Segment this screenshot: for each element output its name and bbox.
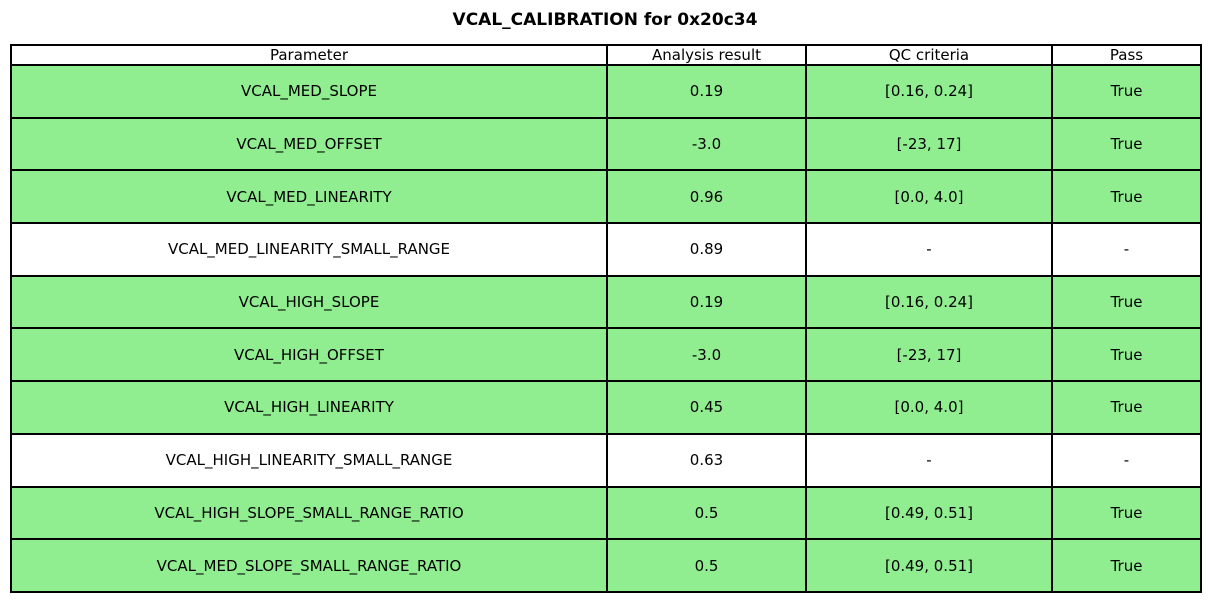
qc-criteria-cell: [-23, 17]	[805, 116, 1053, 172]
result-cell: 0.19	[606, 274, 807, 330]
pass-cell: True	[1051, 116, 1202, 172]
result-cell: 0.45	[606, 380, 807, 435]
pass-cell: True	[1051, 538, 1202, 593]
parameter-cell: VCAL_HIGH_OFFSET	[10, 327, 608, 383]
table-row: VCAL_MED_SLOPE 0.19 [0.16, 0.24] True	[10, 64, 1202, 119]
header-row: Parameter Analysis result QC criteria Pa…	[10, 44, 1202, 66]
qc-criteria-cell: [0.0, 4.0]	[805, 380, 1053, 435]
qc-criteria-cell: [0.49, 0.51]	[805, 485, 1053, 541]
pass-cell: -	[1051, 222, 1202, 277]
table-row: VCAL_HIGH_LINEARITY 0.45 [0.0, 4.0] True	[10, 380, 1202, 435]
parameter-cell: VCAL_HIGH_LINEARITY_SMALL_RANGE	[10, 432, 608, 488]
qc-criteria-cell: -	[805, 222, 1053, 277]
table-row: VCAL_HIGH_SLOPE_SMALL_RANGE_RATIO 0.5 [0.4…	[10, 485, 1202, 541]
table-row: VCAL_MED_OFFSET -3.0 [-23, 17] True	[10, 116, 1202, 172]
pass-cell: True	[1051, 169, 1202, 225]
header-cell-analysis-result: Analysis result	[606, 44, 807, 66]
pass-cell: True	[1051, 485, 1202, 541]
header-cell-parameter: Parameter	[10, 44, 608, 66]
table-row: VCAL_HIGH_OFFSET -3.0 [-23, 17] True	[10, 327, 1202, 383]
table-row: VCAL_MED_LINEARITY_SMALL_RANGE 0.89- -	[10, 222, 1202, 277]
qc-criteria-cell: [0.16, 0.24]	[805, 274, 1053, 330]
table-row: VCAL_HIGH_LINEARITY_SMALL_RANGE 0.63- -	[10, 432, 1202, 488]
qc-criteria-cell: [0.0, 4.0]	[805, 169, 1053, 225]
pass-cell: True	[1051, 327, 1202, 383]
result-cell: -3.0	[606, 116, 807, 172]
result-cell: 0.96	[606, 169, 807, 225]
pass-cell: True	[1051, 380, 1202, 435]
qc-criteria-cell: [-23, 17]	[805, 327, 1053, 383]
parameter-cell: VCAL_MED_LINEARITY	[10, 169, 608, 225]
parameter-cell: VCAL_MED_SLOPE_SMALL_RANGE_RATIO	[10, 538, 608, 593]
page-title: VCAL_CALIBRATION for 0x20c34	[452, 10, 758, 30]
parameter-cell: VCAL_HIGH_SLOPE_SMALL_RANGE_RATIO	[10, 485, 608, 541]
table-row: VCAL_HIGH_SLOPE 0.19 [0.16, 0.24] True	[10, 274, 1202, 330]
qc-criteria-cell: [0.16, 0.24]	[805, 64, 1053, 119]
header-cell-pass: Pass	[1051, 44, 1202, 66]
table-row: VCAL_MED_SLOPE_SMALL_RANGE_RATIO 0.5 [0.49…	[10, 538, 1202, 593]
result-cell: 0.5	[606, 485, 807, 541]
result-cell: 0.89	[606, 222, 807, 277]
header-cell-qc-criteria: QC criteria	[805, 44, 1053, 66]
results-table: Parameter Analysis result QC criteria Pa…	[10, 44, 1202, 593]
result-cell: 0.5	[606, 538, 807, 593]
qc-criteria-cell: -	[805, 432, 1053, 488]
results-table-body: VCAL_MED_SLOPE 0.19 [0.16, 0.24] True VCAL_M…	[10, 64, 1202, 593]
parameter-cell: VCAL_HIGH_LINEARITY	[10, 380, 608, 435]
parameter-cell: VCAL_MED_LINEARITY_SMALL_RANGE	[10, 222, 608, 277]
table-row: VCAL_MED_LINEARITY 0.96 [0.0, 4.0] True	[10, 169, 1202, 225]
qc-criteria-cell: [0.49, 0.51]	[805, 538, 1053, 593]
result-cell: 0.63	[606, 432, 807, 488]
parameter-cell: VCAL_MED_SLOPE	[10, 64, 608, 119]
parameter-cell: VCAL_HIGH_SLOPE	[10, 274, 608, 330]
result-cell: -3.0	[606, 327, 807, 383]
pass-cell: True	[1051, 274, 1202, 330]
result-cell: 0.19	[606, 64, 807, 119]
pass-cell: -	[1051, 432, 1202, 488]
pass-cell: True	[1051, 64, 1202, 119]
parameter-cell: VCAL_MED_OFFSET	[10, 116, 608, 172]
